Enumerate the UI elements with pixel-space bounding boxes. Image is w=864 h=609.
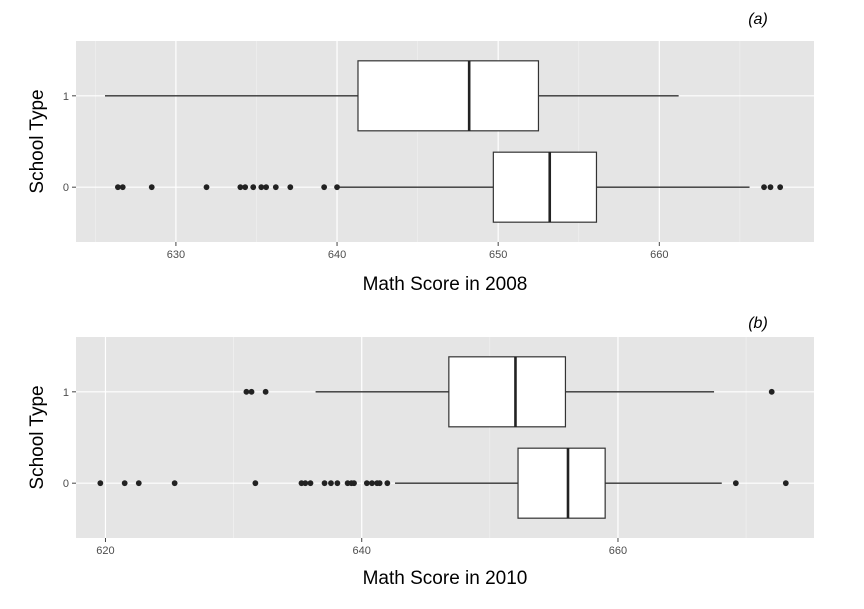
- y-tick-label: 0: [63, 182, 69, 194]
- outlier-point: [351, 480, 357, 487]
- panel-label: (a): [748, 11, 768, 28]
- x-tick-label: 660: [609, 545, 627, 557]
- outlier-point: [321, 184, 328, 191]
- y-axis-title: School Type: [27, 89, 48, 193]
- outlier-point: [135, 480, 142, 487]
- outlier-point: [262, 388, 269, 395]
- box-series-0: [114, 151, 784, 223]
- x-axis-title: Math Score in 2008: [363, 274, 528, 295]
- y-tick-label: 1: [63, 91, 69, 103]
- outlier-point: [321, 480, 328, 487]
- y-tick-label: 0: [63, 478, 69, 490]
- outlier-point: [767, 184, 774, 191]
- outlier-point: [114, 184, 121, 191]
- outlier-point: [328, 480, 334, 487]
- plot-background: [76, 337, 814, 538]
- outlier-point: [248, 388, 255, 395]
- panel-label: (b): [748, 315, 768, 332]
- outlier-point: [119, 184, 126, 191]
- outlier-point: [307, 480, 314, 487]
- outlier-point: [363, 480, 370, 487]
- outlier-point: [148, 184, 155, 191]
- outlier-point: [732, 480, 739, 487]
- outlier-point: [782, 480, 789, 487]
- chart-panel-a: 0 1 630 640 650 660 Math Score in 2008 School T…: [27, 11, 814, 295]
- x-tick-label: 640: [328, 249, 346, 261]
- outlier-point: [302, 480, 309, 487]
- outlier-point: [250, 184, 257, 191]
- x-axis-title: Math Score in 2010: [363, 568, 528, 589]
- box-iqr: [448, 356, 567, 428]
- y-axis-title: School Type: [27, 385, 48, 489]
- outlier-point: [97, 480, 104, 487]
- outlier-point: [243, 388, 250, 395]
- outlier-point: [237, 184, 244, 191]
- outlier-point: [272, 184, 279, 191]
- outlier-point: [263, 184, 270, 191]
- outlier-point: [761, 184, 767, 191]
- box-series-1: [105, 60, 679, 132]
- x-tick-label: 620: [96, 545, 114, 557]
- outlier-point: [252, 480, 259, 487]
- chart-panel-b: 0 1 620 640 660 Math Score in 2010 School Type…: [27, 315, 814, 589]
- outlier-point: [121, 480, 128, 487]
- outlier-point: [203, 184, 210, 191]
- outlier-point: [376, 480, 383, 487]
- y-tick-label: 1: [63, 387, 69, 399]
- outlier-point: [171, 480, 178, 487]
- outlier-point: [242, 184, 249, 191]
- outlier-point: [287, 184, 294, 191]
- outlier-point: [334, 184, 340, 191]
- outlier-point: [369, 480, 375, 487]
- box-iqr: [357, 60, 540, 132]
- box-series-0: [97, 447, 789, 519]
- box-iqr: [517, 447, 606, 519]
- outlier-point: [777, 184, 784, 191]
- outlier-point: [384, 480, 391, 487]
- outlier-point: [334, 480, 341, 487]
- box-series-1: [243, 356, 775, 428]
- outlier-point: [768, 388, 775, 395]
- box-iqr: [492, 151, 598, 223]
- x-tick-label: 660: [650, 249, 668, 261]
- x-tick-label: 630: [167, 249, 185, 261]
- outlier-point: [258, 184, 265, 191]
- x-tick-label: 650: [489, 249, 507, 261]
- x-tick-label: 640: [353, 545, 371, 557]
